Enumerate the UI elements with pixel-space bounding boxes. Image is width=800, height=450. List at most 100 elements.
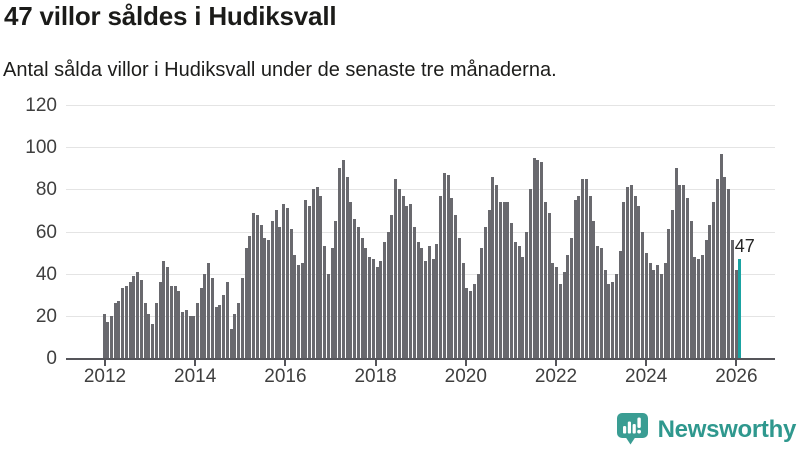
bar — [551, 263, 555, 358]
bar — [622, 202, 626, 358]
bar — [173, 286, 177, 358]
bar — [383, 242, 386, 358]
bar — [435, 244, 439, 358]
bar — [386, 231, 390, 358]
bar — [685, 197, 689, 358]
bar — [401, 195, 405, 358]
x-axis-label: 2026 — [715, 366, 758, 387]
bar — [607, 284, 611, 358]
highlighted-bar — [738, 258, 742, 358]
bar — [674, 168, 678, 358]
bar — [461, 263, 465, 358]
bar — [106, 322, 110, 358]
bar — [229, 328, 233, 358]
bar — [121, 288, 125, 358]
bar — [147, 313, 151, 358]
bar — [633, 195, 637, 358]
y-axis-label: 120 — [25, 95, 57, 116]
bar — [682, 185, 686, 358]
bar — [225, 282, 229, 358]
bar — [394, 178, 398, 358]
y-axis-label: 60 — [35, 221, 57, 243]
bar — [502, 202, 506, 358]
bar — [311, 189, 315, 358]
chart-subtitle: Antal sålda villor i Hudiksvall under de… — [3, 59, 557, 81]
bar — [282, 204, 286, 358]
bar — [588, 195, 592, 358]
bar — [603, 269, 607, 358]
bar — [536, 159, 540, 358]
bar — [457, 237, 461, 358]
bar — [166, 267, 170, 358]
bar — [169, 286, 173, 358]
bar — [349, 202, 353, 358]
bar — [454, 214, 458, 358]
bar — [469, 290, 473, 358]
bar — [431, 258, 435, 358]
bar — [723, 176, 727, 358]
bar — [326, 273, 330, 358]
bar — [558, 284, 562, 358]
bar — [495, 185, 499, 358]
bar — [712, 202, 716, 358]
bar — [570, 237, 573, 358]
bar — [412, 227, 416, 358]
x-axis-label: 2016 — [264, 366, 307, 387]
bar — [143, 303, 147, 358]
bar — [697, 258, 701, 358]
x-axis-tick — [194, 360, 197, 366]
gridline — [66, 105, 775, 106]
bar — [296, 265, 300, 358]
bar — [693, 256, 697, 358]
bar — [102, 313, 106, 358]
bar — [577, 195, 581, 358]
bar — [506, 202, 510, 358]
bar — [360, 237, 364, 358]
plot-area: 47 — [66, 105, 775, 360]
bar — [700, 254, 704, 358]
bar — [670, 210, 674, 358]
bar — [480, 248, 484, 358]
bar — [498, 202, 502, 358]
bar — [158, 282, 162, 358]
bar — [199, 288, 203, 358]
bar — [113, 303, 117, 358]
bar — [409, 204, 413, 358]
bar — [397, 189, 401, 358]
bar — [704, 239, 708, 358]
bar — [599, 248, 603, 358]
bar — [648, 263, 652, 358]
bar — [285, 208, 289, 358]
bar — [641, 231, 645, 358]
bar — [330, 248, 334, 358]
bar — [184, 309, 188, 358]
bar — [375, 267, 379, 358]
bar — [304, 199, 308, 358]
bar — [356, 227, 360, 358]
bar — [427, 246, 431, 358]
bar — [222, 294, 226, 358]
bar — [244, 248, 248, 358]
x-axis-tick — [464, 360, 467, 366]
bar — [136, 271, 140, 358]
bar — [124, 286, 128, 358]
bar — [659, 273, 663, 358]
bar — [416, 242, 420, 358]
bar — [525, 231, 529, 358]
bar — [338, 168, 342, 358]
bar — [188, 315, 192, 358]
bar — [562, 271, 566, 358]
bar — [555, 267, 559, 358]
bar — [573, 199, 577, 358]
bar — [248, 235, 252, 358]
bar — [730, 239, 734, 358]
bar — [154, 303, 158, 358]
bar — [315, 187, 319, 358]
bar — [192, 315, 196, 358]
bar — [139, 280, 143, 358]
x-axis-tick — [555, 360, 557, 366]
bar — [517, 246, 521, 358]
bar — [465, 288, 469, 358]
bar — [708, 225, 712, 358]
bar — [132, 275, 136, 358]
